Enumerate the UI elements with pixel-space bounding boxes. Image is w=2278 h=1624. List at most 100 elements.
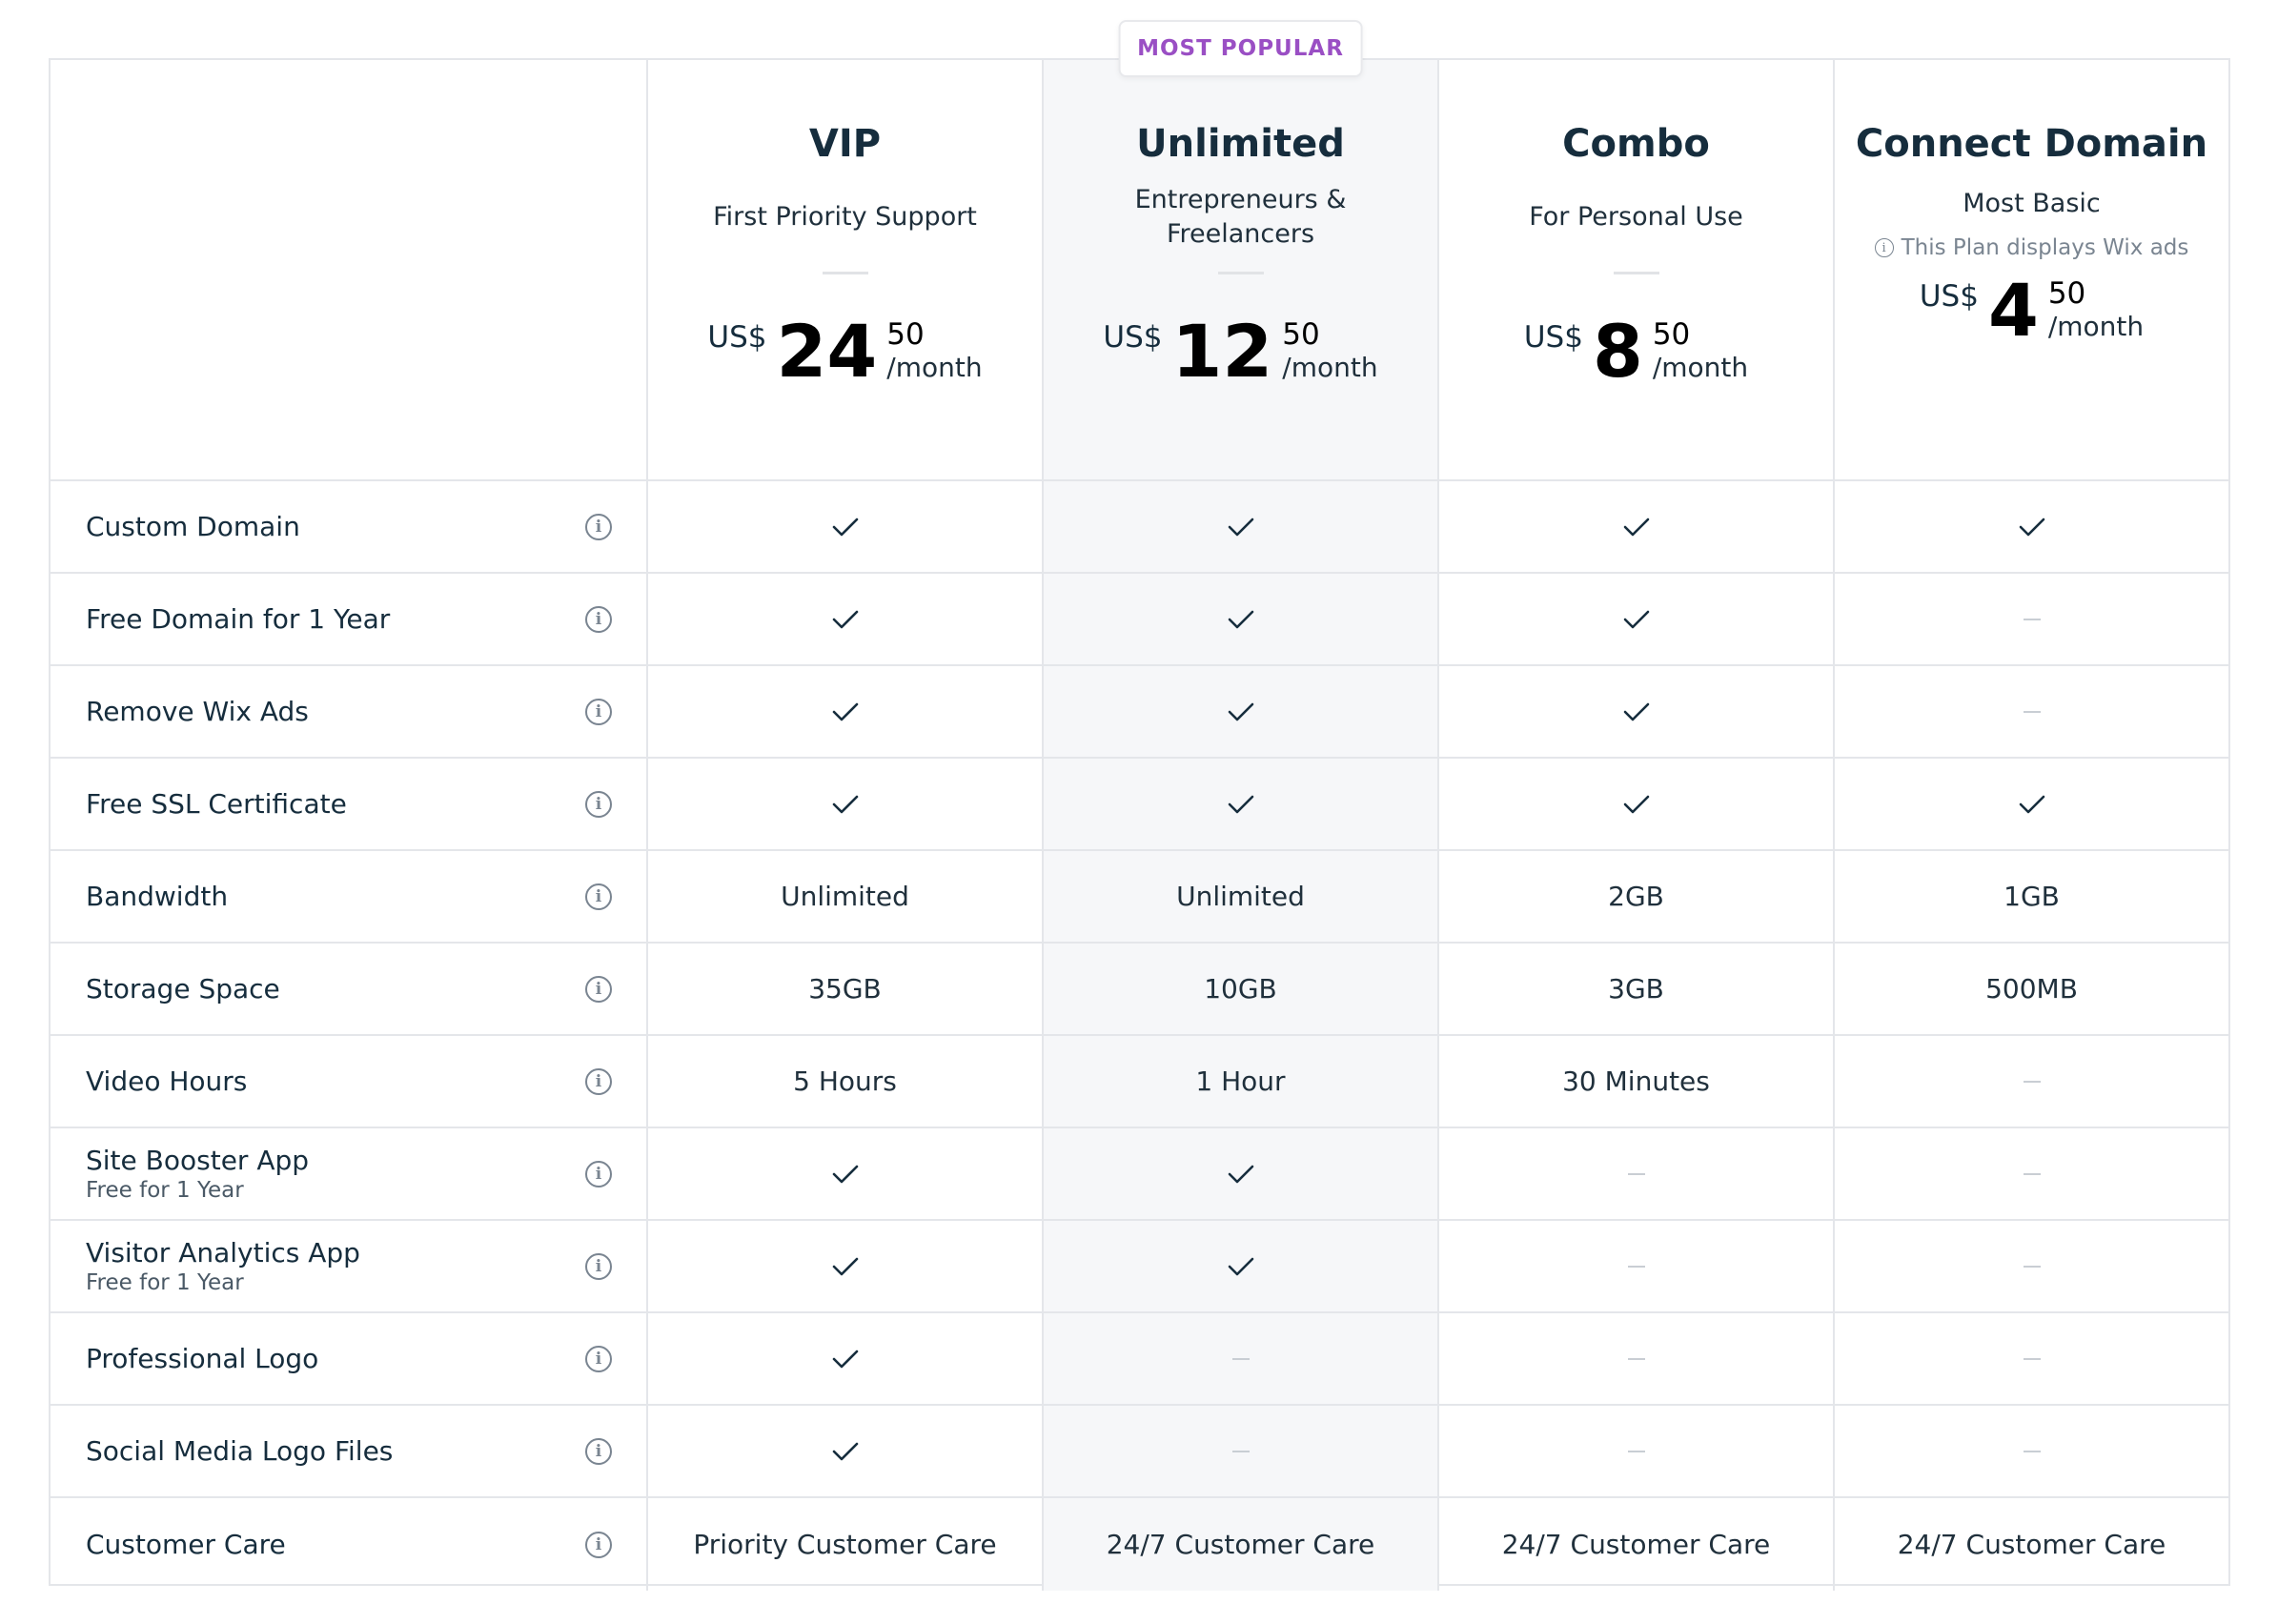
divider	[1613, 272, 1659, 274]
check-icon	[1228, 794, 1254, 815]
feature-row-free-domain-for-1-year: Free Domain for 1 Year i	[51, 574, 648, 666]
check-icon	[832, 701, 859, 722]
feature-value-cell	[1044, 1406, 1439, 1498]
feature-value-cell: 24/7 Customer Care	[1044, 1498, 1439, 1591]
feature-value-cell: 10GB	[1044, 944, 1439, 1036]
check-icon	[1228, 1256, 1254, 1277]
feature-value-cell	[1439, 481, 1835, 574]
feature-value-cell: 1GB	[1835, 851, 2228, 944]
check-icon	[832, 609, 859, 630]
most-popular-badge: MOST POPULAR	[1118, 20, 1363, 77]
feature-row-free-ssl-certificate: Free SSL Certificate i	[51, 759, 648, 851]
plan-name: Unlimited	[1136, 122, 1345, 166]
feature-value-cell	[1835, 1128, 2228, 1221]
check-icon	[832, 517, 859, 538]
feature-name: Storage Space	[86, 972, 280, 1005]
feature-value-cell: 5 Hours	[648, 1036, 1044, 1128]
feature-value: Unlimited	[1176, 881, 1305, 912]
plan-name: VIP	[808, 122, 882, 166]
feature-value-cell	[1835, 759, 2228, 851]
feature-value-cell	[1835, 1313, 2228, 1406]
info-icon[interactable]: i	[585, 883, 612, 910]
feature-value-cell	[1439, 666, 1835, 759]
info-icon[interactable]: i	[585, 1160, 612, 1188]
feature-value-cell	[1044, 1221, 1439, 1313]
feature-label: Site Booster App Free for 1 Year	[86, 1145, 309, 1204]
not-included-dash	[2023, 1357, 2041, 1360]
check-icon	[1228, 701, 1254, 722]
feature-value: 24/7 Customer Care	[1106, 1529, 1375, 1560]
feature-value-cell	[1439, 1406, 1835, 1498]
plan-price: US$ 24 50/month	[707, 309, 982, 394]
check-icon	[1228, 609, 1254, 630]
feature-value: 30 Minutes	[1562, 1066, 1710, 1097]
check-icon	[832, 1164, 859, 1185]
feature-row-professional-logo: Professional Logo i	[51, 1313, 648, 1406]
feature-name: Social Media Logo Files	[86, 1434, 394, 1467]
price-side: 50/month	[2048, 277, 2144, 344]
feature-label: Social Media Logo Files	[86, 1435, 393, 1468]
feature-name: Site Booster App	[86, 1144, 310, 1176]
plan-header-vip: VIP First Priority Support US$ 24 50/month	[648, 60, 1044, 481]
feature-value-cell	[648, 1406, 1044, 1498]
feature-value-cell	[1439, 759, 1835, 851]
feature-value-cell	[648, 1313, 1044, 1406]
feature-value: 10GB	[1204, 973, 1277, 1005]
not-included-dash	[2023, 1172, 2041, 1175]
feature-value: 35GB	[808, 973, 882, 1005]
feature-row-site-booster-app: Site Booster App Free for 1 Year i	[51, 1128, 648, 1221]
feature-value-cell: 2GB	[1439, 851, 1835, 944]
feature-name: Professional Logo	[86, 1342, 319, 1374]
divider	[822, 272, 868, 274]
info-icon[interactable]: i	[585, 1531, 612, 1558]
plan-name: Connect Domain	[1855, 122, 2208, 166]
price-side: 50/month	[1282, 318, 1377, 385]
feature-value: Priority Customer Care	[693, 1529, 997, 1560]
info-icon[interactable]: i	[585, 698, 612, 725]
feature-value-cell	[1835, 1406, 2228, 1498]
plan-tagline: First Priority Support	[713, 202, 977, 232]
info-icon[interactable]: i	[585, 513, 612, 540]
feature-value-cell: Unlimited	[648, 851, 1044, 944]
feature-name: Visitor Analytics App	[86, 1236, 360, 1269]
not-included-dash	[2023, 1080, 2041, 1083]
info-icon[interactable]: i	[585, 1067, 612, 1095]
feature-name: Custom Domain	[86, 510, 300, 542]
feature-name: Video Hours	[86, 1065, 248, 1097]
info-icon[interactable]: i	[585, 1252, 612, 1280]
feature-value-cell	[648, 1221, 1044, 1313]
feature-value-cell	[1044, 574, 1439, 666]
plan-tagline: Entrepreneurs & Freelancers	[1134, 185, 1347, 249]
price-amount: 24	[776, 309, 878, 394]
feature-value-cell: 500MB	[1835, 944, 2228, 1036]
feature-value-cell: Priority Customer Care	[648, 1498, 1044, 1591]
feature-label: Remove Wix Ads	[86, 696, 309, 728]
not-included-dash	[2023, 1450, 2041, 1452]
info-icon[interactable]: i	[585, 790, 612, 818]
check-icon	[832, 1441, 859, 1462]
info-icon[interactable]: i	[585, 605, 612, 633]
plan-tagline: Most Basic	[1963, 189, 2101, 218]
feature-row-social-media-logo-files: Social Media Logo Files i	[51, 1406, 648, 1498]
not-included-dash	[1627, 1265, 1645, 1268]
feature-name: Free SSL Certificate	[86, 787, 347, 820]
feature-value-cell	[1439, 574, 1835, 666]
feature-row-storage-space: Storage Space i	[51, 944, 648, 1036]
feature-row-bandwidth: Bandwidth i	[51, 851, 648, 944]
price-period: /month	[1652, 352, 1749, 383]
check-icon	[1228, 1164, 1254, 1185]
info-icon[interactable]: i	[585, 1345, 612, 1372]
feature-row-customer-care: Customer Care i	[51, 1498, 648, 1591]
check-icon	[832, 794, 859, 815]
plan-price: US$ 4 50/month	[1920, 274, 2144, 352]
feature-value-cell	[1835, 1221, 2228, 1313]
feature-value: 1 Hour	[1195, 1066, 1286, 1097]
info-icon[interactable]: i	[585, 1437, 612, 1465]
check-icon	[1623, 609, 1650, 630]
feature-name: Remove Wix Ads	[86, 695, 309, 727]
plan-header-combo: Combo For Personal Use US$ 8 50/month	[1439, 60, 1835, 481]
info-icon[interactable]: i	[585, 975, 612, 1003]
feature-value-cell	[1835, 666, 2228, 759]
price-cents: 50	[886, 317, 925, 352]
info-icon[interactable]: i	[1874, 238, 1894, 257]
